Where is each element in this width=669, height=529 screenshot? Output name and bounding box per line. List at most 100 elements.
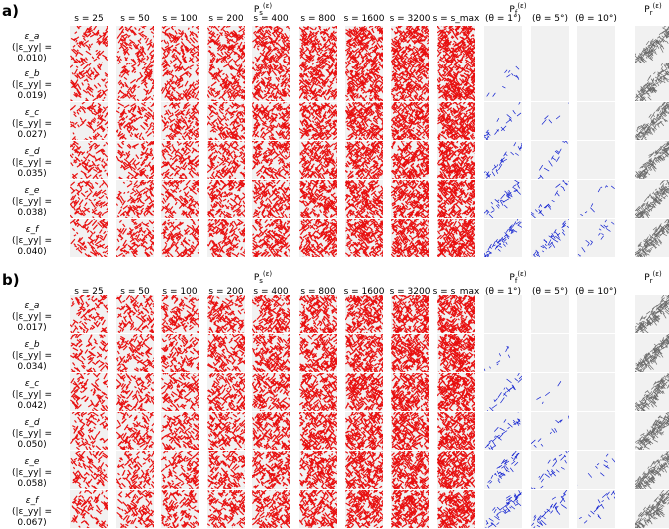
strain-value: (|ε_yy| = 0.040) [12, 236, 52, 257]
ps-tile [252, 334, 290, 372]
ps-tile [391, 334, 429, 372]
pf-tile [577, 102, 615, 140]
ps-tile [391, 451, 429, 489]
pr-tile [635, 63, 669, 101]
strain-value: (|ε_yy| = 0.035) [12, 158, 52, 179]
row-label: ε_c(|ε_yy| = 0.042) [2, 379, 62, 412]
ps-tile [299, 412, 337, 450]
ps-tile [70, 373, 108, 411]
ps-tile [116, 141, 154, 179]
row-label: ε_d(|ε_yy| = 0.050) [2, 418, 62, 451]
group-header-pr: Pr(ε) [623, 2, 669, 17]
ps-tile [252, 26, 290, 64]
strain-value: (|ε_yy| = 0.050) [12, 429, 52, 450]
pf-tile [531, 102, 569, 140]
ps-tile [391, 102, 429, 140]
ps-tile [345, 141, 383, 179]
pf-tile [577, 219, 615, 257]
ps-tile [391, 141, 429, 179]
pf-tile [531, 334, 569, 372]
ps-tile [70, 451, 108, 489]
row-label: ε_c(|ε_yy| = 0.027) [2, 108, 62, 141]
pr-tile [635, 219, 669, 257]
ps-tile [116, 373, 154, 411]
pf-tile [484, 295, 522, 333]
ps-tile [437, 334, 475, 372]
ps-tile [345, 334, 383, 372]
strain-value: (|ε_yy| = 0.034) [12, 351, 52, 372]
ps-tile [252, 141, 290, 179]
pf-tile [577, 295, 615, 333]
pf-tile [577, 412, 615, 450]
pf-tile [484, 451, 522, 489]
ps-tile [161, 295, 199, 333]
strain-label: ε_f [2, 496, 62, 507]
ps-tile [116, 180, 154, 218]
ps-tile [207, 219, 245, 257]
pr-tile [635, 295, 669, 333]
ps-tile [161, 26, 199, 64]
pf-tile [484, 63, 522, 101]
ps-tile [70, 141, 108, 179]
panel-label-a: a) [2, 2, 19, 20]
pf-tile [531, 180, 569, 218]
pf-tile [531, 412, 569, 450]
ps-tile [116, 102, 154, 140]
ps-tile [161, 490, 199, 528]
ps-tile [207, 63, 245, 101]
ps-tile [161, 141, 199, 179]
ps-tile [207, 373, 245, 411]
ps-tile [437, 219, 475, 257]
row-label: ε_f(|ε_yy| = 0.067) [2, 496, 62, 529]
ps-tile [116, 219, 154, 257]
ps-tile [299, 219, 337, 257]
row-label: ε_a(|ε_yy| = 0.017) [2, 301, 62, 334]
pf-tile [531, 141, 569, 179]
ps-tile [299, 141, 337, 179]
ps-tile [299, 180, 337, 218]
strain-value: (|ε_yy| = 0.058) [12, 468, 52, 489]
ps-tile [345, 451, 383, 489]
pf-tile [531, 26, 569, 64]
ps-tile [252, 412, 290, 450]
ps-tile [161, 63, 199, 101]
pr-tile [635, 334, 669, 372]
ps-tile [299, 295, 337, 333]
ps-tile [116, 451, 154, 489]
ps-tile [161, 373, 199, 411]
strain-label: ε_a [2, 301, 62, 312]
group-header-pr-b: Pr(ε) [623, 270, 669, 285]
pr-tile [635, 490, 669, 528]
pf-tile [531, 295, 569, 333]
pf-tile [484, 26, 522, 64]
ps-tile [391, 490, 429, 528]
ps-tile [70, 295, 108, 333]
ps-tile [391, 373, 429, 411]
ps-tile [70, 102, 108, 140]
pf-tile [577, 451, 615, 489]
ps-tile [70, 26, 108, 64]
pr-tile [635, 180, 669, 218]
ps-tile [391, 180, 429, 218]
ps-tile [437, 412, 475, 450]
ps-tile [437, 141, 475, 179]
ps-tile [299, 451, 337, 489]
pf-tile [484, 102, 522, 140]
ps-tile [207, 451, 245, 489]
strain-label: ε_c [2, 108, 62, 119]
ps-tile [207, 295, 245, 333]
ps-tile [161, 219, 199, 257]
strain-label: ε_b [2, 340, 62, 351]
strain-label: ε_e [2, 457, 62, 468]
panel-label-b: b) [2, 271, 20, 289]
pf-tile [531, 490, 569, 528]
ps-tile [252, 102, 290, 140]
pf-tile [577, 63, 615, 101]
strain-label: ε_d [2, 418, 62, 429]
group-header-ps-b: Ps(ε) [233, 270, 293, 285]
strain-value: (|ε_yy| = 0.027) [12, 119, 52, 140]
ps-tile [207, 102, 245, 140]
pf-tile [577, 26, 615, 64]
ps-tile [252, 295, 290, 333]
ps-tile [252, 219, 290, 257]
